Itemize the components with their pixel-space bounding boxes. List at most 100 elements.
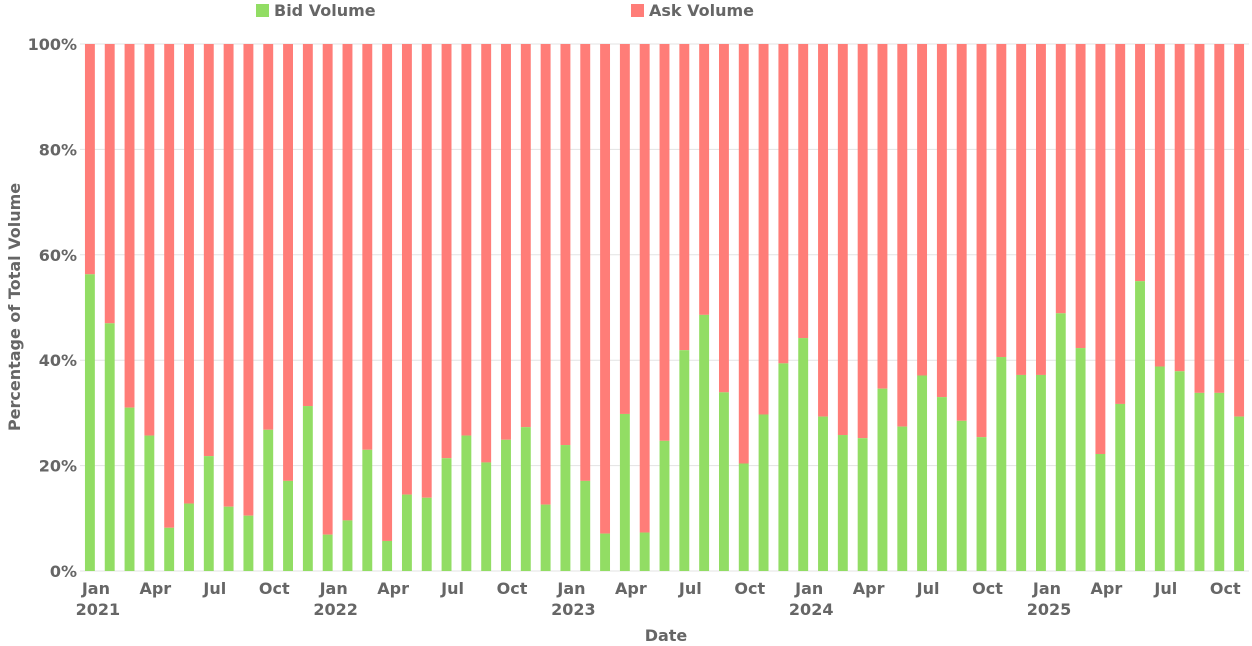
bar-ask-2022-08[interactable] (461, 44, 472, 436)
bar-ask-2021-10[interactable] (263, 44, 274, 430)
bar-bid-2024-12[interactable] (1016, 374, 1027, 571)
bar-bid-2024-02[interactable] (818, 416, 828, 571)
bar-ask-2023-05[interactable] (639, 44, 650, 533)
bar-bid-2023-02[interactable] (580, 480, 591, 571)
bar-bid-2023-03[interactable] (600, 533, 611, 571)
bar-ask-2024-03[interactable] (837, 44, 848, 436)
bar-ask-2021-05[interactable] (164, 44, 175, 528)
bar-ask-2025-10[interactable] (1214, 44, 1225, 393)
bar-bid-2021-10[interactable] (263, 429, 274, 571)
bar-bid-2024-09[interactable] (956, 420, 967, 571)
bar-bid-2025-09[interactable] (1194, 392, 1205, 571)
bar-ask-2021-12[interactable] (302, 44, 313, 407)
bar-ask-2025-01[interactable] (1036, 44, 1046, 375)
bar-ask-2023-07[interactable] (679, 44, 690, 351)
bar-ask-2025-02[interactable] (1055, 44, 1066, 314)
bar-bid-2025-08[interactable] (1174, 371, 1185, 571)
bar-bid-2024-10[interactable] (976, 437, 987, 571)
bar-ask-2024-05[interactable] (877, 44, 888, 389)
bar-ask-2022-07[interactable] (441, 44, 452, 459)
bar-ask-2021-11[interactable] (283, 44, 293, 481)
bar-bid-2021-08[interactable] (223, 506, 234, 571)
bar-ask-2025-07[interactable] (1154, 44, 1165, 367)
bar-bid-2021-05[interactable] (164, 527, 175, 571)
bar-ask-2025-11[interactable] (1234, 44, 1245, 417)
bar-ask-2022-09[interactable] (481, 44, 492, 463)
bar-ask-2022-05[interactable] (401, 44, 412, 495)
bar-ask-2024-12[interactable] (1016, 44, 1027, 375)
bar-bid-2025-05[interactable] (1115, 403, 1126, 571)
bar-bid-2023-06[interactable] (659, 440, 670, 571)
bar-ask-2022-06[interactable] (421, 44, 432, 498)
bar-bid-2022-11[interactable] (520, 427, 531, 571)
bar-ask-2022-03[interactable] (362, 44, 373, 450)
bar-ask-2025-08[interactable] (1174, 44, 1185, 372)
bar-bid-2021-07[interactable] (203, 456, 214, 571)
bar-bid-2023-10[interactable] (738, 463, 749, 571)
bar-ask-2021-07[interactable] (203, 44, 214, 457)
bar-bid-2023-09[interactable] (718, 392, 729, 571)
bar-ask-2025-05[interactable] (1115, 44, 1126, 404)
bar-ask-2021-09[interactable] (243, 44, 254, 516)
bar-bid-2025-07[interactable] (1154, 366, 1165, 571)
bar-bid-2021-06[interactable] (184, 503, 194, 571)
bar-bid-2021-12[interactable] (302, 406, 313, 571)
legend-item-ask[interactable]: Ask Volume (631, 0, 754, 20)
bar-bid-2022-03[interactable] (362, 449, 373, 571)
bar-bid-2022-12[interactable] (540, 504, 551, 571)
bar-bid-2022-04[interactable] (382, 540, 393, 571)
bar-bid-2025-06[interactable] (1135, 281, 1145, 571)
bar-ask-2023-12[interactable] (778, 44, 789, 364)
bar-bid-2022-01[interactable] (322, 534, 333, 571)
bar-bid-2024-05[interactable] (877, 388, 888, 571)
bar-bid-2025-04[interactable] (1095, 454, 1106, 571)
bar-bid-2022-05[interactable] (401, 494, 412, 571)
bar-ask-2024-09[interactable] (956, 44, 967, 421)
bar-ask-2021-01[interactable] (84, 44, 95, 275)
bar-ask-2024-02[interactable] (818, 44, 828, 417)
bar-ask-2023-11[interactable] (758, 44, 769, 415)
bar-bid-2022-08[interactable] (461, 435, 472, 571)
bar-ask-2023-04[interactable] (619, 44, 630, 414)
bar-ask-2021-02[interactable] (104, 44, 115, 324)
bar-bid-2023-12[interactable] (778, 363, 789, 571)
bar-bid-2024-08[interactable] (936, 397, 947, 571)
bar-bid-2021-01[interactable] (84, 274, 95, 571)
bar-ask-2022-12[interactable] (540, 44, 551, 505)
bar-bid-2022-02[interactable] (342, 520, 353, 571)
bar-ask-2023-06[interactable] (659, 44, 670, 441)
bar-ask-2023-10[interactable] (738, 44, 749, 464)
bar-bid-2021-04[interactable] (144, 435, 155, 571)
bar-bid-2023-04[interactable] (619, 413, 630, 571)
bar-bid-2021-11[interactable] (283, 480, 293, 571)
bar-bid-2021-03[interactable] (124, 407, 135, 571)
bar-ask-2024-06[interactable] (897, 44, 908, 427)
bar-ask-2024-11[interactable] (996, 44, 1007, 358)
bar-ask-2022-02[interactable] (342, 44, 353, 521)
bar-ask-2021-08[interactable] (223, 44, 234, 507)
bar-ask-2025-04[interactable] (1095, 44, 1106, 455)
bar-ask-2023-09[interactable] (718, 44, 729, 393)
bar-bid-2023-07[interactable] (679, 350, 690, 571)
bar-ask-2022-11[interactable] (520, 44, 531, 428)
bar-ask-2021-03[interactable] (124, 44, 135, 408)
bar-ask-2022-01[interactable] (322, 44, 333, 535)
bar-ask-2023-02[interactable] (580, 44, 591, 481)
bar-ask-2025-09[interactable] (1194, 44, 1205, 393)
bar-bid-2022-07[interactable] (441, 458, 452, 571)
bar-bid-2023-08[interactable] (699, 314, 710, 571)
bar-bid-2022-06[interactable] (421, 497, 432, 571)
bar-ask-2024-01[interactable] (798, 44, 809, 339)
bar-bid-2021-09[interactable] (243, 515, 254, 571)
bar-ask-2022-10[interactable] (501, 44, 511, 440)
bar-bid-2022-10[interactable] (501, 439, 511, 571)
bar-ask-2023-01[interactable] (560, 44, 571, 446)
bar-bid-2022-09[interactable] (481, 462, 492, 571)
bar-bid-2024-07[interactable] (917, 375, 928, 571)
bar-bid-2025-10[interactable] (1214, 392, 1225, 571)
bar-ask-2024-04[interactable] (857, 44, 868, 439)
bar-bid-2023-05[interactable] (639, 532, 650, 571)
bar-bid-2024-11[interactable] (996, 357, 1007, 571)
bar-ask-2024-07[interactable] (917, 44, 928, 376)
bar-ask-2025-03[interactable] (1075, 44, 1086, 349)
